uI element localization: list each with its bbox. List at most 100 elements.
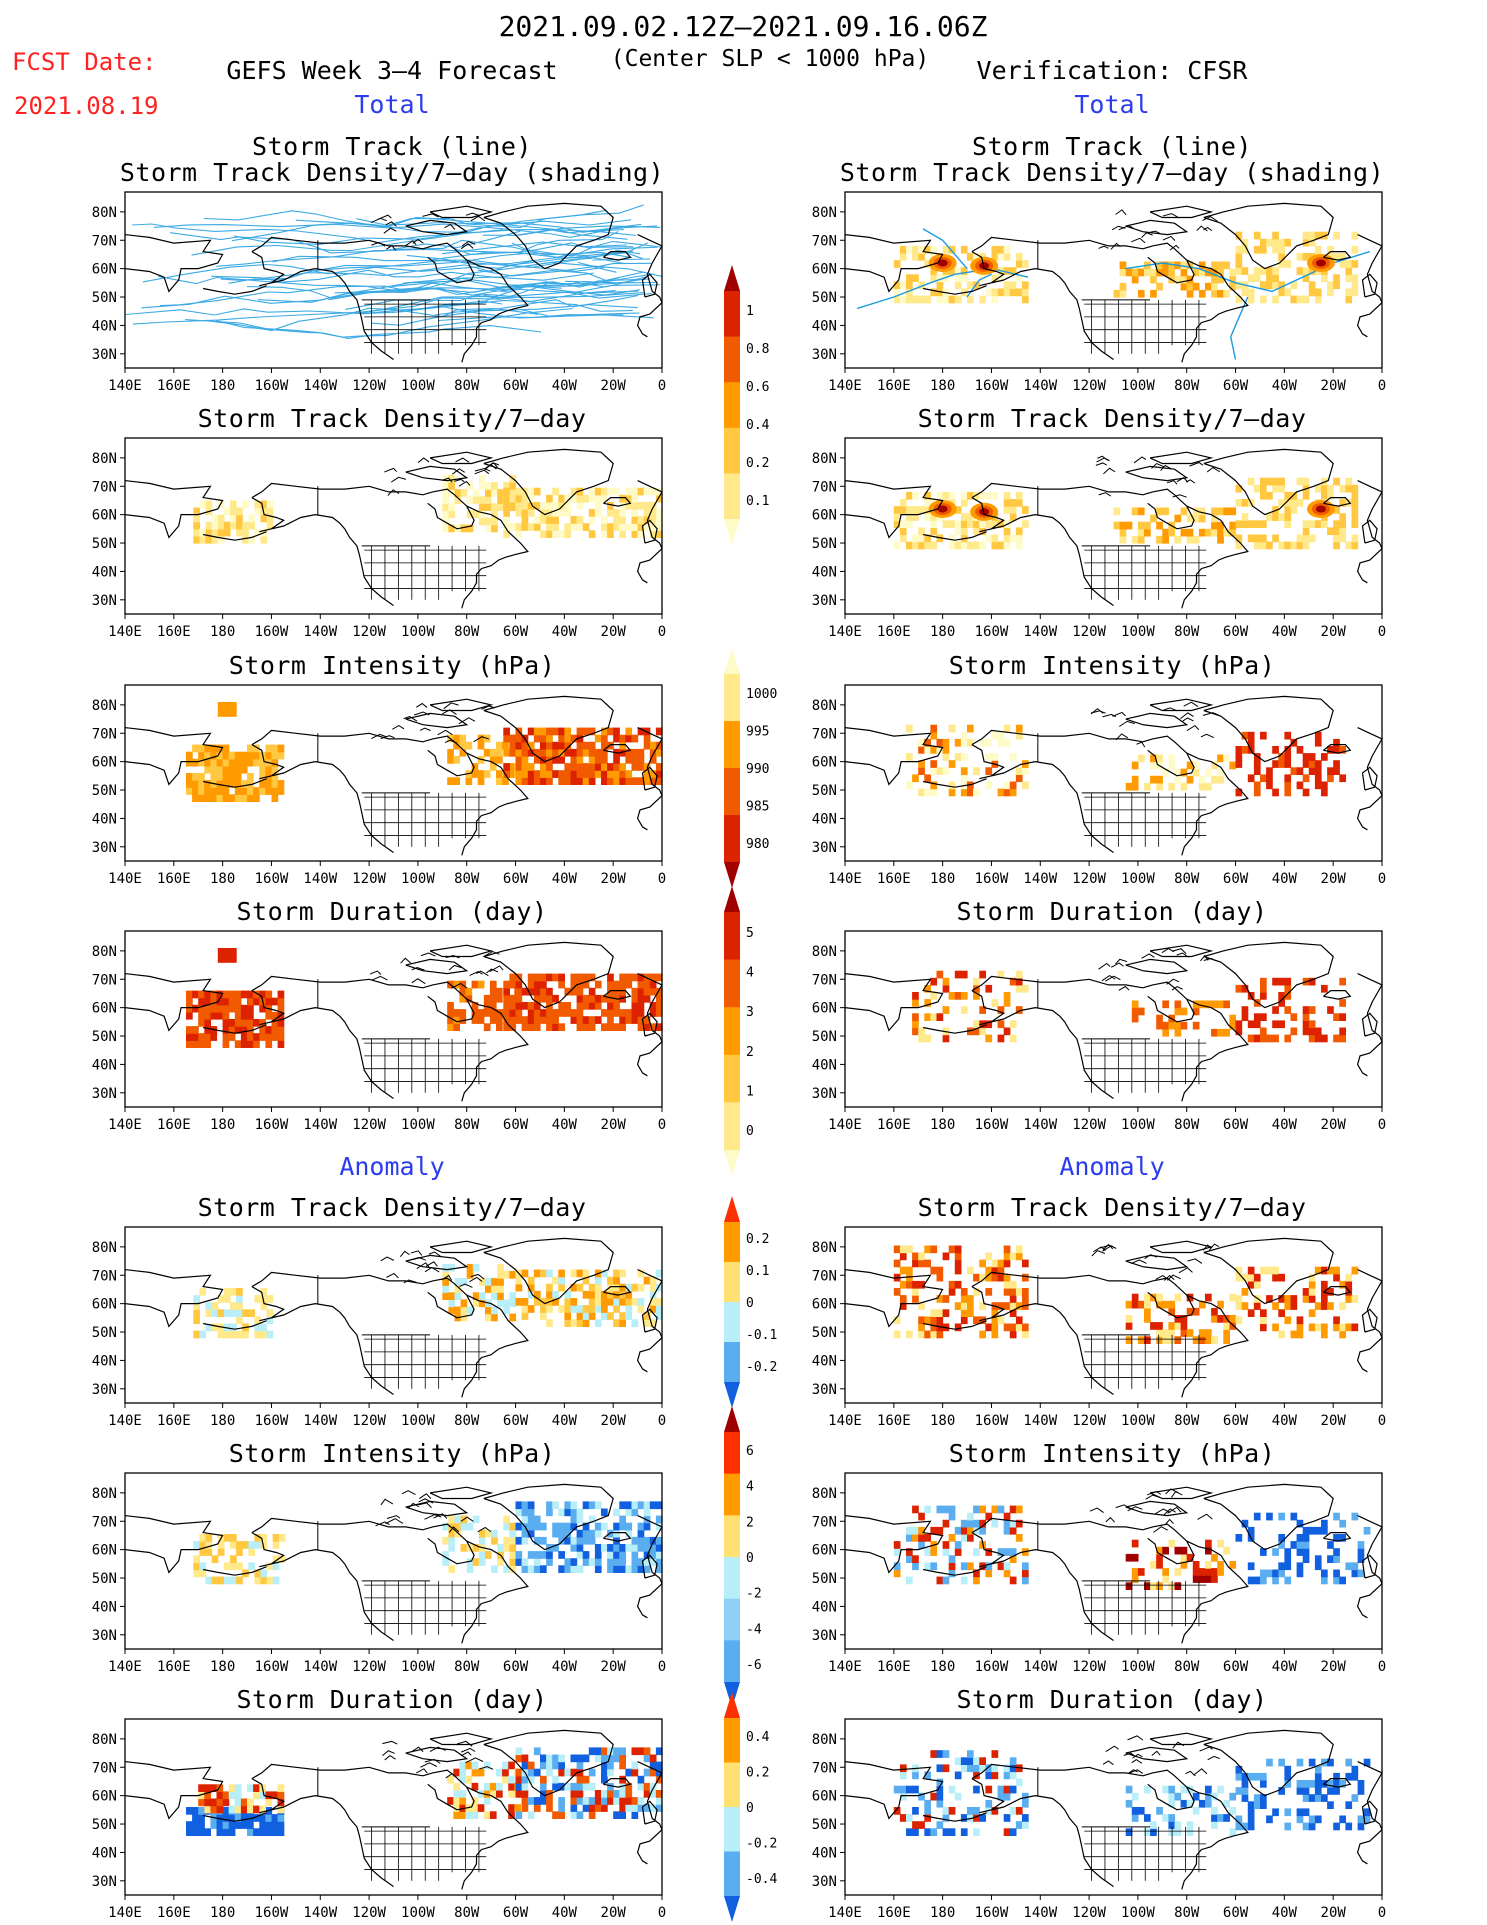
lon-tick-label: 40W <box>1272 378 1298 394</box>
lon-tick-label: 120W <box>352 378 386 394</box>
lon-tick-label: 60W <box>1223 1659 1249 1675</box>
lon-tick-label: 160W <box>255 378 289 394</box>
lon-tick-label: 140W <box>303 1413 337 1429</box>
right-track-line-title: Storm Track (line) <box>972 132 1252 161</box>
right-total-label: Total <box>1074 90 1150 119</box>
lon-tick-label: 180 <box>210 1117 235 1133</box>
lon-tick-label: 0 <box>658 1413 666 1429</box>
lon-tick-label: 180 <box>930 1413 955 1429</box>
lon-tick-label: 140E <box>828 1905 862 1921</box>
lon-tick-label: 160E <box>157 378 191 394</box>
colorbar-label: 0 <box>746 1551 754 1566</box>
lon-tick-label: 140W <box>303 1905 337 1921</box>
lon-tick-label: 120W <box>1072 1659 1106 1675</box>
lat-tick-label: 80N <box>812 944 837 960</box>
lon-tick-label: 60W <box>1223 624 1249 640</box>
lon-tick-label: 40W <box>552 624 578 640</box>
map-left-anom-density: 140E 160E 180 160W 140W 120W 100W 80W 60W 40W 20W 0… <box>92 1226 666 1429</box>
lon-tick-label: 40W <box>552 1413 578 1429</box>
colorbar-label: -6 <box>746 1658 762 1673</box>
lon-tick-label: 160E <box>157 1905 191 1921</box>
map-right-track-density: 140E 160E 180 160W 140W 120W 100W 80W 60W 40W 20W 0… <box>812 437 1386 640</box>
lon-tick-label: 120W <box>352 1117 386 1133</box>
lat-tick-label: 80N <box>812 698 837 714</box>
lon-tick-label: 80W <box>454 1413 480 1429</box>
right-anom-density-title: Storm Track Density/7–day <box>917 1193 1307 1222</box>
lon-tick-label: 160E <box>157 1413 191 1429</box>
lon-tick-label: 140E <box>828 871 862 887</box>
lon-tick-label: 140W <box>303 1117 337 1133</box>
lon-tick-label: 160W <box>255 1659 289 1675</box>
lon-tick-label: 60W <box>1223 1905 1249 1921</box>
colorbar-label: -0.4 <box>746 1872 777 1887</box>
colorbar-duration: 5 4 3 2 1 0 <box>724 886 754 1176</box>
lon-tick-label: 80W <box>1174 1117 1200 1133</box>
lon-tick-label: 100W <box>401 378 435 394</box>
lat-tick-label: 30N <box>92 593 117 609</box>
lon-tick-label: 100W <box>1121 378 1155 394</box>
lon-tick-label: 160W <box>255 624 289 640</box>
map-left-track-density: 140E 160E 180 160W 140W 120W 100W 80W 60W 40W 20W 0… <box>92 437 666 640</box>
lat-tick-label: 50N <box>812 1029 837 1045</box>
colorbar-label: 990 <box>746 762 769 777</box>
lat-tick-label: 70N <box>812 726 837 742</box>
colorbar-label: 1 <box>746 1085 754 1100</box>
lon-tick-label: 20W <box>601 1117 627 1133</box>
colorbar-label: 2 <box>746 1045 754 1060</box>
lon-tick-label: 120W <box>352 1659 386 1675</box>
colorbar-label: 2 <box>746 1515 754 1530</box>
lat-tick-label: 40N <box>812 1599 837 1615</box>
lon-tick-label: 80W <box>1174 378 1200 394</box>
lat-tick-label: 40N <box>812 564 837 580</box>
lat-tick-label: 60N <box>812 1543 837 1559</box>
lat-tick-label: 60N <box>92 1543 117 1559</box>
lat-tick-label: 30N <box>92 840 117 856</box>
lon-tick-label: 140E <box>828 1117 862 1133</box>
lon-tick-label: 140E <box>108 1659 142 1675</box>
lon-tick-label: 140W <box>1023 871 1057 887</box>
colorbar-label: 0.1 <box>746 494 769 509</box>
lon-tick-label: 20W <box>601 378 627 394</box>
lon-tick-label: 180 <box>930 378 955 394</box>
lat-tick-label: 50N <box>92 536 117 552</box>
lon-tick-label: 0 <box>1378 1117 1386 1133</box>
colorbar-label: -0.2 <box>746 1360 777 1375</box>
lon-tick-label: 60W <box>503 378 529 394</box>
lon-tick-label: 120W <box>1072 1117 1106 1133</box>
lon-tick-label: 160E <box>877 1413 911 1429</box>
lon-tick-label: 100W <box>401 871 435 887</box>
colorbar-label: 1000 <box>746 687 777 702</box>
lon-tick-label: 60W <box>503 1117 529 1133</box>
lat-tick-label: 30N <box>92 347 117 363</box>
lon-tick-label: 160W <box>255 1117 289 1133</box>
lat-tick-label: 60N <box>812 755 837 771</box>
lat-tick-label: 30N <box>92 1874 117 1890</box>
lon-tick-label: 60W <box>503 1905 529 1921</box>
lon-tick-label: 20W <box>601 871 627 887</box>
lon-tick-label: 160E <box>157 871 191 887</box>
lon-tick-label: 40W <box>1272 1905 1298 1921</box>
lon-tick-label: 120W <box>1072 1905 1106 1921</box>
lon-tick-label: 180 <box>930 871 955 887</box>
lon-tick-label: 40W <box>1272 1659 1298 1675</box>
colorbar-track-density: 1 0.8 0.6 0.4 0.2 0.1 <box>724 265 770 545</box>
lon-tick-label: 80W <box>1174 1413 1200 1429</box>
lon-tick-label: 180 <box>210 1905 235 1921</box>
lon-tick-label: 160E <box>877 1117 911 1133</box>
lat-tick-label: 80N <box>92 1240 117 1256</box>
lat-tick-label: 60N <box>92 508 117 524</box>
lon-tick-label: 140W <box>303 871 337 887</box>
lat-tick-label: 50N <box>92 783 117 799</box>
lon-tick-label: 100W <box>1121 871 1155 887</box>
lat-tick-label: 50N <box>92 1817 117 1833</box>
lat-tick-label: 80N <box>92 698 117 714</box>
lon-tick-label: 140W <box>303 1659 337 1675</box>
lat-tick-label: 50N <box>812 783 837 799</box>
lat-tick-label: 70N <box>812 972 837 988</box>
lon-tick-label: 40W <box>1272 1413 1298 1429</box>
lon-tick-label: 0 <box>658 1905 666 1921</box>
lon-tick-label: 40W <box>552 378 578 394</box>
lat-tick-label: 50N <box>812 1571 837 1587</box>
map-right-duration: 140E 160E 180 160W 140W 120W 100W 80W 60W 40W 20W 0… <box>812 930 1386 1133</box>
lon-tick-label: 60W <box>503 1659 529 1675</box>
